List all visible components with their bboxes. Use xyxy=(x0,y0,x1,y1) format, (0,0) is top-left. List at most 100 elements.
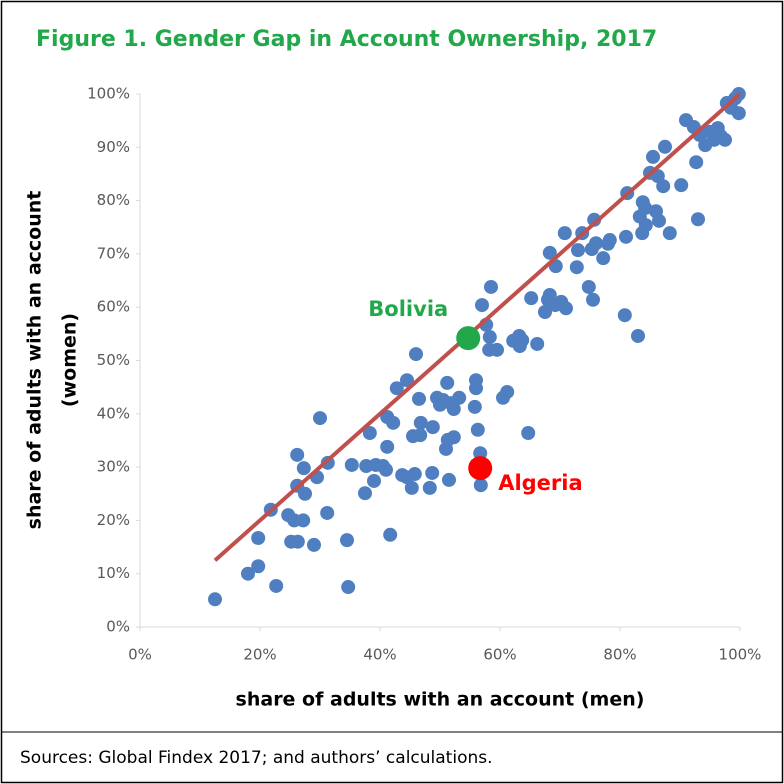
scatter-point xyxy=(521,425,536,440)
scatter-point xyxy=(538,304,552,319)
scatter-point xyxy=(307,537,321,552)
highlight-label: Bolivia xyxy=(368,297,448,321)
scatter-point xyxy=(542,245,557,260)
scatter-point xyxy=(490,342,504,357)
scatter-point xyxy=(475,298,489,313)
y-tick-label: 70% xyxy=(97,244,130,262)
scatter-point xyxy=(446,402,461,417)
scatter-point xyxy=(557,226,572,241)
scatter-point xyxy=(731,106,746,121)
scatter-point xyxy=(638,201,653,216)
scatter-point xyxy=(379,462,393,477)
scatter-point xyxy=(400,373,414,388)
scatter-point xyxy=(320,505,335,520)
scatter-point xyxy=(208,592,222,607)
y-tick-label: 10% xyxy=(97,564,130,582)
scatter-point xyxy=(571,243,585,258)
scatter-point xyxy=(658,139,672,154)
highlight-label: Algeria xyxy=(498,471,582,495)
scatter-point xyxy=(559,301,573,316)
scatter-point xyxy=(344,457,359,472)
scatter-point xyxy=(446,430,461,445)
scatter-point xyxy=(412,391,426,406)
scatter-point xyxy=(413,415,428,430)
scatter-point xyxy=(383,527,398,542)
scatter-point xyxy=(341,580,356,595)
highlight-point xyxy=(456,326,481,351)
scatter-point xyxy=(380,439,395,454)
scatter-point xyxy=(638,218,653,233)
x-tick-label: 0% xyxy=(128,646,152,664)
scatter-point xyxy=(362,425,377,440)
scatter-point xyxy=(313,411,327,426)
scatter-point xyxy=(440,375,455,390)
scatter-point xyxy=(470,422,485,437)
scatter-point xyxy=(617,308,632,323)
scatter-point xyxy=(452,390,467,405)
scatter-point xyxy=(631,328,645,343)
scatter-point xyxy=(484,279,498,294)
scatter-point xyxy=(296,513,311,528)
y-tick-label: 100% xyxy=(87,85,130,103)
scatter-point xyxy=(524,291,539,306)
scatter-point xyxy=(646,149,660,164)
trend-line xyxy=(213,92,742,562)
scatter-point xyxy=(296,461,311,476)
scatter-point xyxy=(589,236,603,251)
scatter-point xyxy=(251,559,266,574)
scatter-point xyxy=(298,486,312,501)
scatter-point xyxy=(442,472,456,487)
scatter-point xyxy=(656,179,671,194)
y-axis-label: (women) xyxy=(59,313,81,407)
scatter-point xyxy=(469,381,483,396)
x-tick-label: 80% xyxy=(603,646,636,664)
scatter-point xyxy=(251,530,266,545)
highlight-point xyxy=(468,456,493,481)
y-tick-label: 30% xyxy=(97,458,130,476)
x-tick-label: 40% xyxy=(363,646,396,664)
y-tick-label: 50% xyxy=(97,351,130,369)
scatter-point xyxy=(662,226,677,241)
scatter-point xyxy=(530,336,545,351)
scatter-point xyxy=(386,415,401,430)
y-tick-label: 90% xyxy=(97,138,130,156)
scatter-point xyxy=(422,480,437,495)
scatter-point xyxy=(500,384,515,399)
scatter-point xyxy=(691,212,705,227)
scatter-point xyxy=(358,486,372,501)
scatter-point xyxy=(467,399,482,414)
scatter-point xyxy=(425,420,440,435)
scatter-point xyxy=(407,467,422,482)
scatter-point xyxy=(674,178,689,193)
y-tick-label: 60% xyxy=(97,298,130,316)
scatter-point xyxy=(425,465,440,480)
x-tick-label: 20% xyxy=(243,646,276,664)
y-axis-label: share of adults with an account xyxy=(24,191,46,530)
scatter-point xyxy=(241,566,255,581)
scatter-point xyxy=(596,251,611,266)
scatter-point xyxy=(367,473,381,488)
scatter-point xyxy=(602,233,617,248)
scatter-point xyxy=(689,155,704,170)
scatter-point xyxy=(413,428,428,443)
y-tick-label: 20% xyxy=(97,511,130,529)
scatter-point xyxy=(619,229,633,244)
x-axis-label: share of adults with an account (men) xyxy=(236,689,645,711)
scatter-point xyxy=(409,347,423,362)
x-tick-label: 100% xyxy=(719,646,762,664)
scatter-point xyxy=(718,132,732,147)
source-note: Sources: Global Findex 2017; and authors… xyxy=(20,748,493,768)
y-tick-label: 0% xyxy=(106,618,130,636)
scatter-point xyxy=(581,279,596,294)
scatter-point xyxy=(586,292,600,307)
scatter-point xyxy=(482,330,497,345)
scatter-point xyxy=(404,480,419,495)
scatter-point xyxy=(290,534,305,549)
chart-title: Figure 1. Gender Gap in Account Ownershi… xyxy=(36,27,657,52)
scatter-point xyxy=(269,578,284,593)
scatter-point xyxy=(515,333,530,348)
y-tick-label: 40% xyxy=(97,404,130,422)
scatter-point xyxy=(290,447,305,462)
scatter-point xyxy=(473,478,488,493)
